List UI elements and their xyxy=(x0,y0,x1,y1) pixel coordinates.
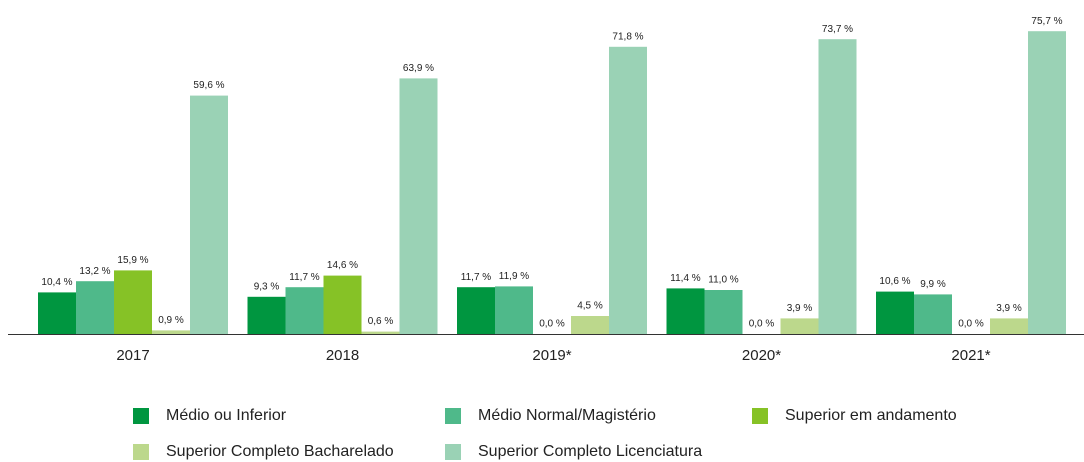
bar xyxy=(876,291,914,334)
value-label: 15,9 % xyxy=(117,255,148,266)
value-label: 11,4 % xyxy=(670,273,700,284)
bar xyxy=(495,286,533,334)
value-label: 59,6 % xyxy=(193,80,224,91)
value-label: 0,0 % xyxy=(749,319,775,330)
x-tick-label: 2020* xyxy=(742,347,781,364)
value-label: 71,8 % xyxy=(612,31,643,42)
value-label: 11,7 % xyxy=(289,272,319,283)
value-label: 9,3 % xyxy=(254,281,280,292)
x-tick-label: 2019* xyxy=(532,347,571,364)
bar xyxy=(609,46,647,335)
bar xyxy=(457,287,495,334)
bar xyxy=(247,296,286,334)
value-label: 3,9 % xyxy=(787,303,813,314)
legend-swatch xyxy=(133,444,149,460)
bar xyxy=(818,39,857,334)
bar xyxy=(114,270,152,334)
value-label: 0,0 % xyxy=(958,319,984,330)
legend-label: Médio ou Inferior xyxy=(166,407,287,424)
value-label: 10,6 % xyxy=(879,276,910,287)
bar xyxy=(780,318,819,334)
bar xyxy=(571,316,609,334)
value-label: 3,9 % xyxy=(996,303,1022,314)
bar xyxy=(1028,31,1066,334)
legend-swatch xyxy=(752,408,768,424)
bar xyxy=(76,281,114,334)
bar xyxy=(38,292,76,334)
value-label: 11,9 % xyxy=(499,271,529,282)
x-tick-label: 2017 xyxy=(116,347,149,364)
bar xyxy=(399,78,438,335)
legend-swatch xyxy=(445,408,461,424)
value-label: 75,7 % xyxy=(1031,16,1062,27)
bar xyxy=(361,331,400,334)
bar xyxy=(323,275,362,334)
value-label: 13,2 % xyxy=(79,266,110,277)
value-label: 4,5 % xyxy=(577,301,603,312)
legend-label: Médio Normal/Magistério xyxy=(478,407,656,424)
x-tick-label: 2018 xyxy=(326,347,359,364)
bar xyxy=(285,287,324,334)
legend-label: Superior em andamento xyxy=(785,407,957,424)
value-label: 0,9 % xyxy=(158,315,184,326)
legend-label: Superior Completo Bacharelado xyxy=(166,443,394,460)
value-label: 63,9 % xyxy=(403,63,434,74)
bar xyxy=(152,330,190,334)
value-label: 9,9 % xyxy=(920,279,946,290)
legend-label: Superior Completo Licenciatura xyxy=(478,443,702,460)
value-label: 0,6 % xyxy=(368,316,394,327)
legend-swatch xyxy=(133,408,149,424)
value-label: 11,0 % xyxy=(708,275,738,286)
bar xyxy=(914,294,952,334)
value-label: 14,6 % xyxy=(327,260,358,271)
legend-swatch xyxy=(445,444,461,460)
bar xyxy=(666,288,705,334)
value-label: 10,4 % xyxy=(41,277,72,288)
value-label: 0,0 % xyxy=(539,319,565,330)
bar xyxy=(704,290,743,334)
value-label: 11,7 % xyxy=(461,272,491,283)
bar xyxy=(990,318,1028,334)
x-tick-label: 2021* xyxy=(951,347,990,364)
bar xyxy=(190,95,228,334)
value-label: 73,7 % xyxy=(822,24,853,35)
